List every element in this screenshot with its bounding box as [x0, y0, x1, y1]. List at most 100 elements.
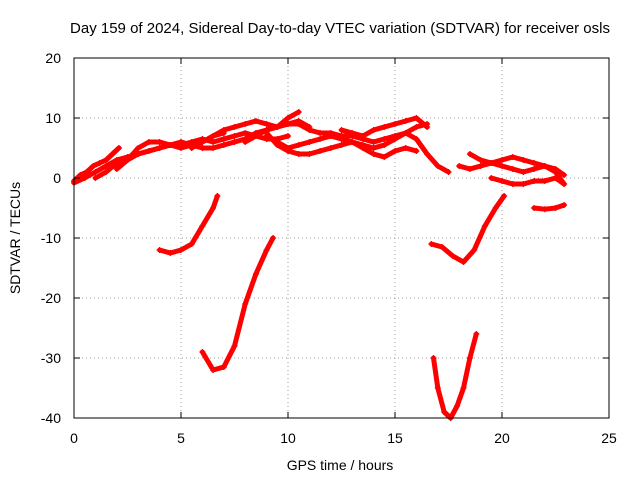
data-point-marker: [145, 148, 152, 154]
y-tick-label: -20: [41, 290, 61, 306]
data-point-marker: [220, 127, 227, 133]
data-point-marker: [402, 145, 409, 151]
data-point-marker: [413, 148, 420, 154]
chart-title: Day 159 of 2024, Sidereal Day-to-day VTE…: [70, 20, 610, 37]
data-point-marker: [471, 247, 478, 253]
data-point-marker: [349, 130, 356, 136]
data-point-marker: [317, 130, 324, 136]
data-point-marker: [242, 139, 249, 145]
data-point-marker: [454, 403, 461, 409]
data-point-marker: [263, 121, 270, 127]
data-point-marker: [499, 157, 505, 163]
data-point-marker: [199, 349, 206, 355]
data-point-marker: [520, 157, 527, 163]
data-point-marker: [285, 115, 291, 121]
data-point-marker: [270, 235, 277, 241]
data-point-marker: [242, 301, 249, 307]
data-point-marker: [520, 181, 527, 187]
data-point-marker: [561, 202, 568, 208]
data-point-marker: [178, 145, 184, 151]
data-point-marker: [90, 163, 97, 169]
data-point-marker: [349, 139, 356, 145]
data-point-marker: [285, 148, 291, 154]
data-point-marker: [531, 178, 538, 184]
data-point-marker: [220, 364, 227, 370]
data-point-marker: [424, 124, 431, 130]
data-point-marker: [541, 178, 548, 184]
x-tick-label: 20: [494, 430, 510, 446]
data-point-marker: [460, 259, 467, 265]
data-point-marker: [456, 163, 463, 169]
data-point-marker: [231, 343, 238, 349]
data-point-marker: [370, 145, 377, 151]
data-point-marker: [103, 157, 110, 163]
data-point-marker: [306, 127, 313, 133]
data-point-marker: [413, 136, 420, 142]
data-point-marker: [92, 169, 99, 175]
data-point-marker: [113, 166, 120, 172]
data-point-marker: [263, 247, 270, 253]
data-point-marker: [561, 181, 568, 187]
data-point-marker: [285, 133, 291, 139]
data-point-marker: [327, 133, 334, 139]
data-point-marker: [460, 385, 467, 391]
data-point-marker: [424, 151, 431, 157]
data-point-marker: [115, 145, 122, 151]
data-point-marker: [231, 133, 238, 139]
data-point-marker: [77, 172, 84, 178]
x-axis-label: GPS time / hours: [287, 457, 394, 473]
data-point-marker: [466, 355, 473, 361]
data-point-marker: [434, 163, 441, 169]
data-point-marker: [561, 172, 568, 178]
data-point-marker: [509, 154, 516, 160]
axis-tick-labels: 0 5 10 15 20 25 -40 -30 -20 -10 0 10 20: [41, 50, 617, 446]
data-point-marker: [306, 151, 313, 157]
data-point-marker: [445, 169, 452, 175]
data-point-marker: [242, 130, 249, 136]
data-point-marker: [113, 160, 120, 166]
data-point-marker: [430, 355, 437, 361]
data-point-marker: [428, 241, 435, 247]
data-point-marker: [552, 175, 559, 181]
data-point-marker: [441, 409, 448, 415]
series-arc-neg-3: [431, 331, 479, 421]
data-point-marker: [124, 157, 131, 163]
data-point-marker: [392, 136, 398, 142]
grid-lines: [74, 58, 609, 418]
data-point-marker: [501, 193, 508, 199]
data-point-marker: [156, 247, 163, 253]
series-arc-neg-1: [157, 193, 220, 256]
data-point-marker: [531, 166, 538, 172]
data-point-marker: [220, 136, 227, 142]
data-point-marker: [242, 121, 249, 127]
data-point-marker: [220, 142, 227, 148]
data-point-marker: [370, 139, 377, 145]
data-point-marker: [477, 163, 484, 169]
data-point-marker: [135, 151, 142, 157]
data-point-marker: [92, 175, 99, 181]
data-point-marker: [285, 121, 291, 127]
data-point-marker: [466, 166, 473, 172]
data-point-marker: [434, 385, 441, 391]
data-point-marker: [188, 241, 195, 247]
data-point-marker: [178, 139, 184, 145]
y-tick-label: -10: [41, 230, 61, 246]
data-point-marker: [295, 151, 302, 157]
data-point-marker: [327, 145, 334, 151]
data-point-marker: [402, 130, 409, 136]
data-point-marker: [381, 136, 388, 142]
data-point-marker: [295, 142, 302, 148]
data-point-marker: [488, 160, 495, 166]
data-point-marker: [317, 136, 324, 142]
series-arc-neg-2: [199, 235, 276, 373]
data-point-marker: [252, 271, 259, 277]
series-arc-late-4: [531, 202, 567, 212]
data-point-marker: [231, 139, 238, 145]
data-point-marker: [531, 160, 538, 166]
data-point-marker: [274, 142, 281, 148]
data-point-marker: [439, 244, 446, 250]
data-point-marker: [520, 169, 527, 175]
x-tick-label: 10: [280, 430, 296, 446]
data-point-marker: [449, 253, 456, 259]
